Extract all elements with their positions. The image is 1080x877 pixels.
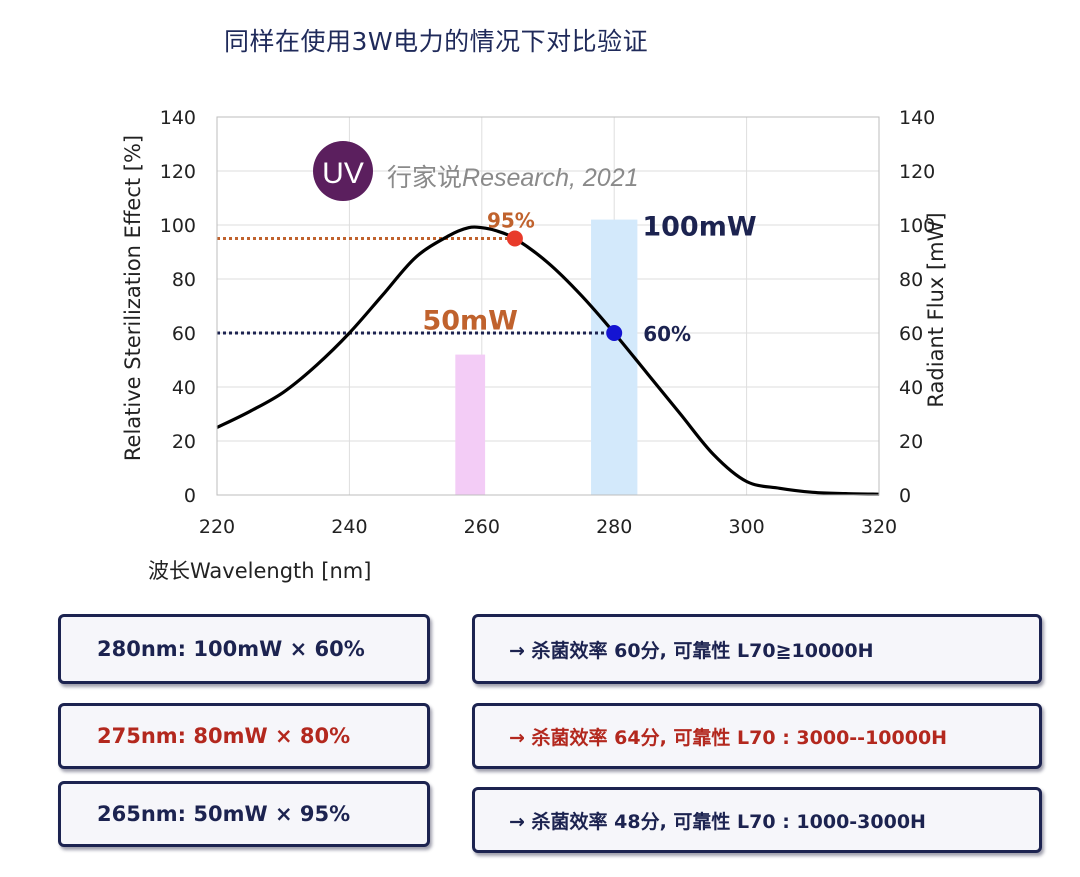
flux-bar (591, 219, 638, 495)
curve-marker (506, 230, 523, 247)
y2-tick-label: 100 (899, 215, 935, 237)
x-tick-label: 260 (464, 516, 500, 538)
flux-bar (455, 354, 486, 495)
spec-text: 265nm: 50mW × 95% (97, 802, 351, 826)
marker-label: 95% (487, 209, 535, 233)
flux-bar-label: 100mW (642, 212, 756, 243)
page-title: 同样在使用3W电力的情况下对比验证 (224, 27, 649, 56)
marker-label: 60% (643, 322, 691, 346)
y2-tick-label: 60 (899, 323, 923, 345)
result-text: → 杀菌效率 60分, 可靠性 L70≧10000H (509, 639, 874, 662)
sterilization-curve (216, 225, 880, 496)
spec-box-275: 275nm: 80mW × 80% (58, 703, 430, 769)
y-tick-label: 140 (160, 107, 196, 129)
y-tick-label: 80 (172, 269, 196, 291)
y-tick-label: 0 (184, 485, 196, 507)
x-tick-label: 320 (861, 516, 897, 538)
y-tick-label: 120 (160, 161, 196, 183)
uv-logo-text: UV (322, 157, 364, 190)
radiant-flux-bars: 50mW 100mW (422, 212, 757, 495)
watermark: UV 行家说Research, 2021 (313, 141, 639, 201)
result-text: → 杀菌效率 48分, 可靠性 L70 : 1000-3000H (509, 810, 926, 833)
x-tick-label: 280 (596, 516, 632, 538)
spec-text: 280nm: 100mW × 60% (97, 637, 365, 661)
y-tick-label: 40 (172, 377, 196, 399)
y-tick-label: 100 (160, 215, 196, 237)
y2-tick-label: 120 (899, 161, 935, 183)
y-tick-label: 20 (172, 431, 196, 453)
spec-text: 275nm: 80mW × 80% (97, 724, 351, 748)
plot-frame (216, 116, 880, 496)
x-tick-label: 220 (199, 516, 235, 538)
uv-logo (313, 141, 373, 201)
chart-axes: 0 20 40 60 80 100 120 140 0 20 40 60 80 100 120 140 220 2… (160, 107, 936, 538)
sterilization-chart: 50mW 100mW 95% 60% 0 20 40 60 80 100 120 140 0 20 40… (121, 107, 948, 583)
y-axis-label: Relative Sterilization Effect [%] (121, 135, 145, 461)
watermark-text-italic: Research, 2021 (462, 164, 639, 192)
y-tick-label: 60 (172, 323, 196, 345)
result-box-265: → 杀菌效率 48分, 可靠性 L70 : 1000-3000H (472, 787, 1042, 853)
y2-tick-label: 20 (899, 431, 923, 453)
y2-tick-label: 140 (899, 107, 935, 129)
x-axis-label: 波长Wavelength [nm] (148, 559, 371, 583)
flux-bar-label: 50mW (422, 306, 518, 337)
curve-markers: 95% 60% (487, 209, 691, 347)
spec-box-265: 265nm: 50mW × 95% (58, 781, 430, 847)
spec-box-280: 280nm: 100mW × 60% (58, 614, 430, 684)
x-tick-label: 240 (331, 516, 367, 538)
y2-axis-label: Radiant Flux [mW] (924, 212, 948, 407)
result-box-280: → 杀菌效率 60分, 可靠性 L70≧10000H (472, 614, 1042, 684)
curve-marker (606, 325, 623, 341)
result-box-275: → 杀菌效率 64分, 可靠性 L70 : 3000--10000H (472, 703, 1042, 769)
result-text: → 杀菌效率 64分, 可靠性 L70 : 3000--10000H (509, 726, 948, 749)
x-tick-label: 300 (728, 516, 764, 538)
y2-tick-label: 0 (899, 485, 911, 507)
watermark-text: 行家说 (387, 163, 462, 192)
reference-lines (217, 237, 615, 335)
y2-tick-label: 40 (899, 377, 923, 399)
y2-tick-label: 80 (899, 269, 923, 291)
svg-text:行家说Research, 2021: 行家说Research, 2021 (387, 163, 639, 192)
